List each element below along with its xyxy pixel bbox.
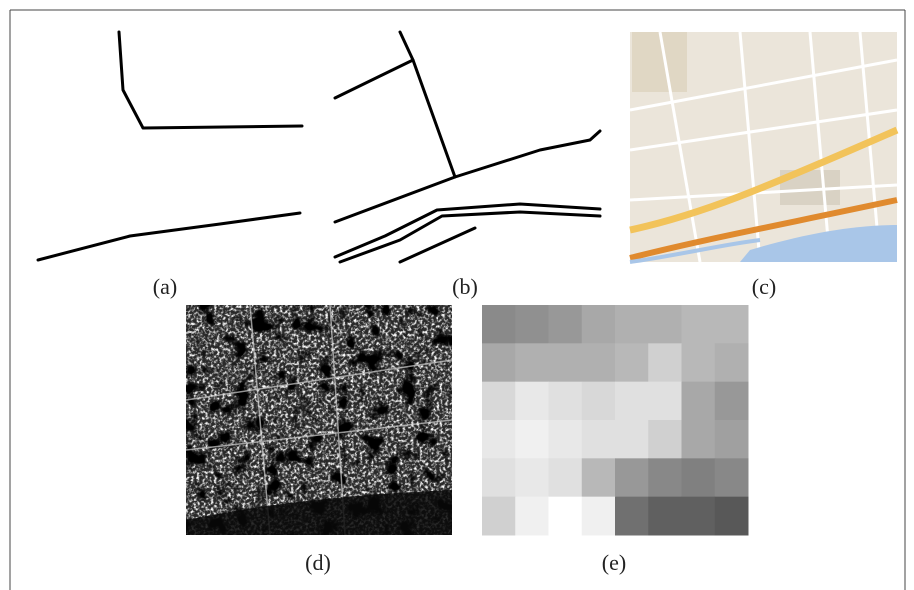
grid-cell [482, 497, 516, 536]
grid-cell [582, 305, 616, 344]
grid-cell [482, 382, 516, 421]
caption: (b) [452, 274, 478, 299]
grid-cell [648, 497, 682, 536]
caption: (e) [602, 550, 626, 575]
grid-cell [715, 343, 749, 382]
grid-cell [615, 305, 649, 344]
panel-b [335, 32, 600, 262]
grid-cell [615, 420, 649, 459]
grid-cell [549, 497, 583, 536]
grid-cell [515, 305, 549, 344]
grid-cell [715, 382, 749, 421]
grid-cell [648, 382, 682, 421]
grid-cell [549, 420, 583, 459]
grid-cell [515, 497, 549, 536]
panel-c-map [630, 32, 897, 262]
grid-cell [549, 305, 583, 344]
grid-cell [715, 497, 749, 536]
grid-cell [549, 458, 583, 497]
figure: (a) (b) (c) (d) (e) [0, 0, 914, 590]
grid-cell [515, 458, 549, 497]
grid-cell [615, 382, 649, 421]
grid-cell [682, 305, 716, 344]
grid-cell [582, 497, 616, 536]
grid-cell [648, 458, 682, 497]
grid-cell [482, 420, 516, 459]
caption: (d) [305, 550, 331, 575]
grid-cell [682, 497, 716, 536]
panel-a [38, 32, 302, 260]
grid-cell [682, 382, 716, 421]
grid-cell [549, 382, 583, 421]
panel-d-satellite [186, 305, 452, 535]
grid-cell [648, 343, 682, 382]
grid-cell [515, 343, 549, 382]
grid-cell [682, 458, 716, 497]
grid-cell [582, 382, 616, 421]
grid-cell [648, 420, 682, 459]
grid-cell [482, 343, 516, 382]
grid-cell [615, 497, 649, 536]
grid-cell [715, 305, 749, 344]
grid-cell [515, 382, 549, 421]
grid-cell [682, 420, 716, 459]
caption: (a) [153, 274, 177, 299]
grid-cell [615, 343, 649, 382]
caption: (c) [752, 274, 776, 299]
grid-cell [715, 458, 749, 497]
grid-cell [682, 343, 716, 382]
grid-cell [582, 343, 616, 382]
grid-cell [549, 343, 583, 382]
panel-e-grid [482, 305, 749, 536]
grid-cell [715, 420, 749, 459]
grid-cell [482, 305, 516, 344]
grid-cell [615, 458, 649, 497]
grid-cell [515, 420, 549, 459]
grid-cell [582, 420, 616, 459]
grid-cell [582, 458, 616, 497]
grid-cell [482, 458, 516, 497]
grid-cell [648, 305, 682, 344]
